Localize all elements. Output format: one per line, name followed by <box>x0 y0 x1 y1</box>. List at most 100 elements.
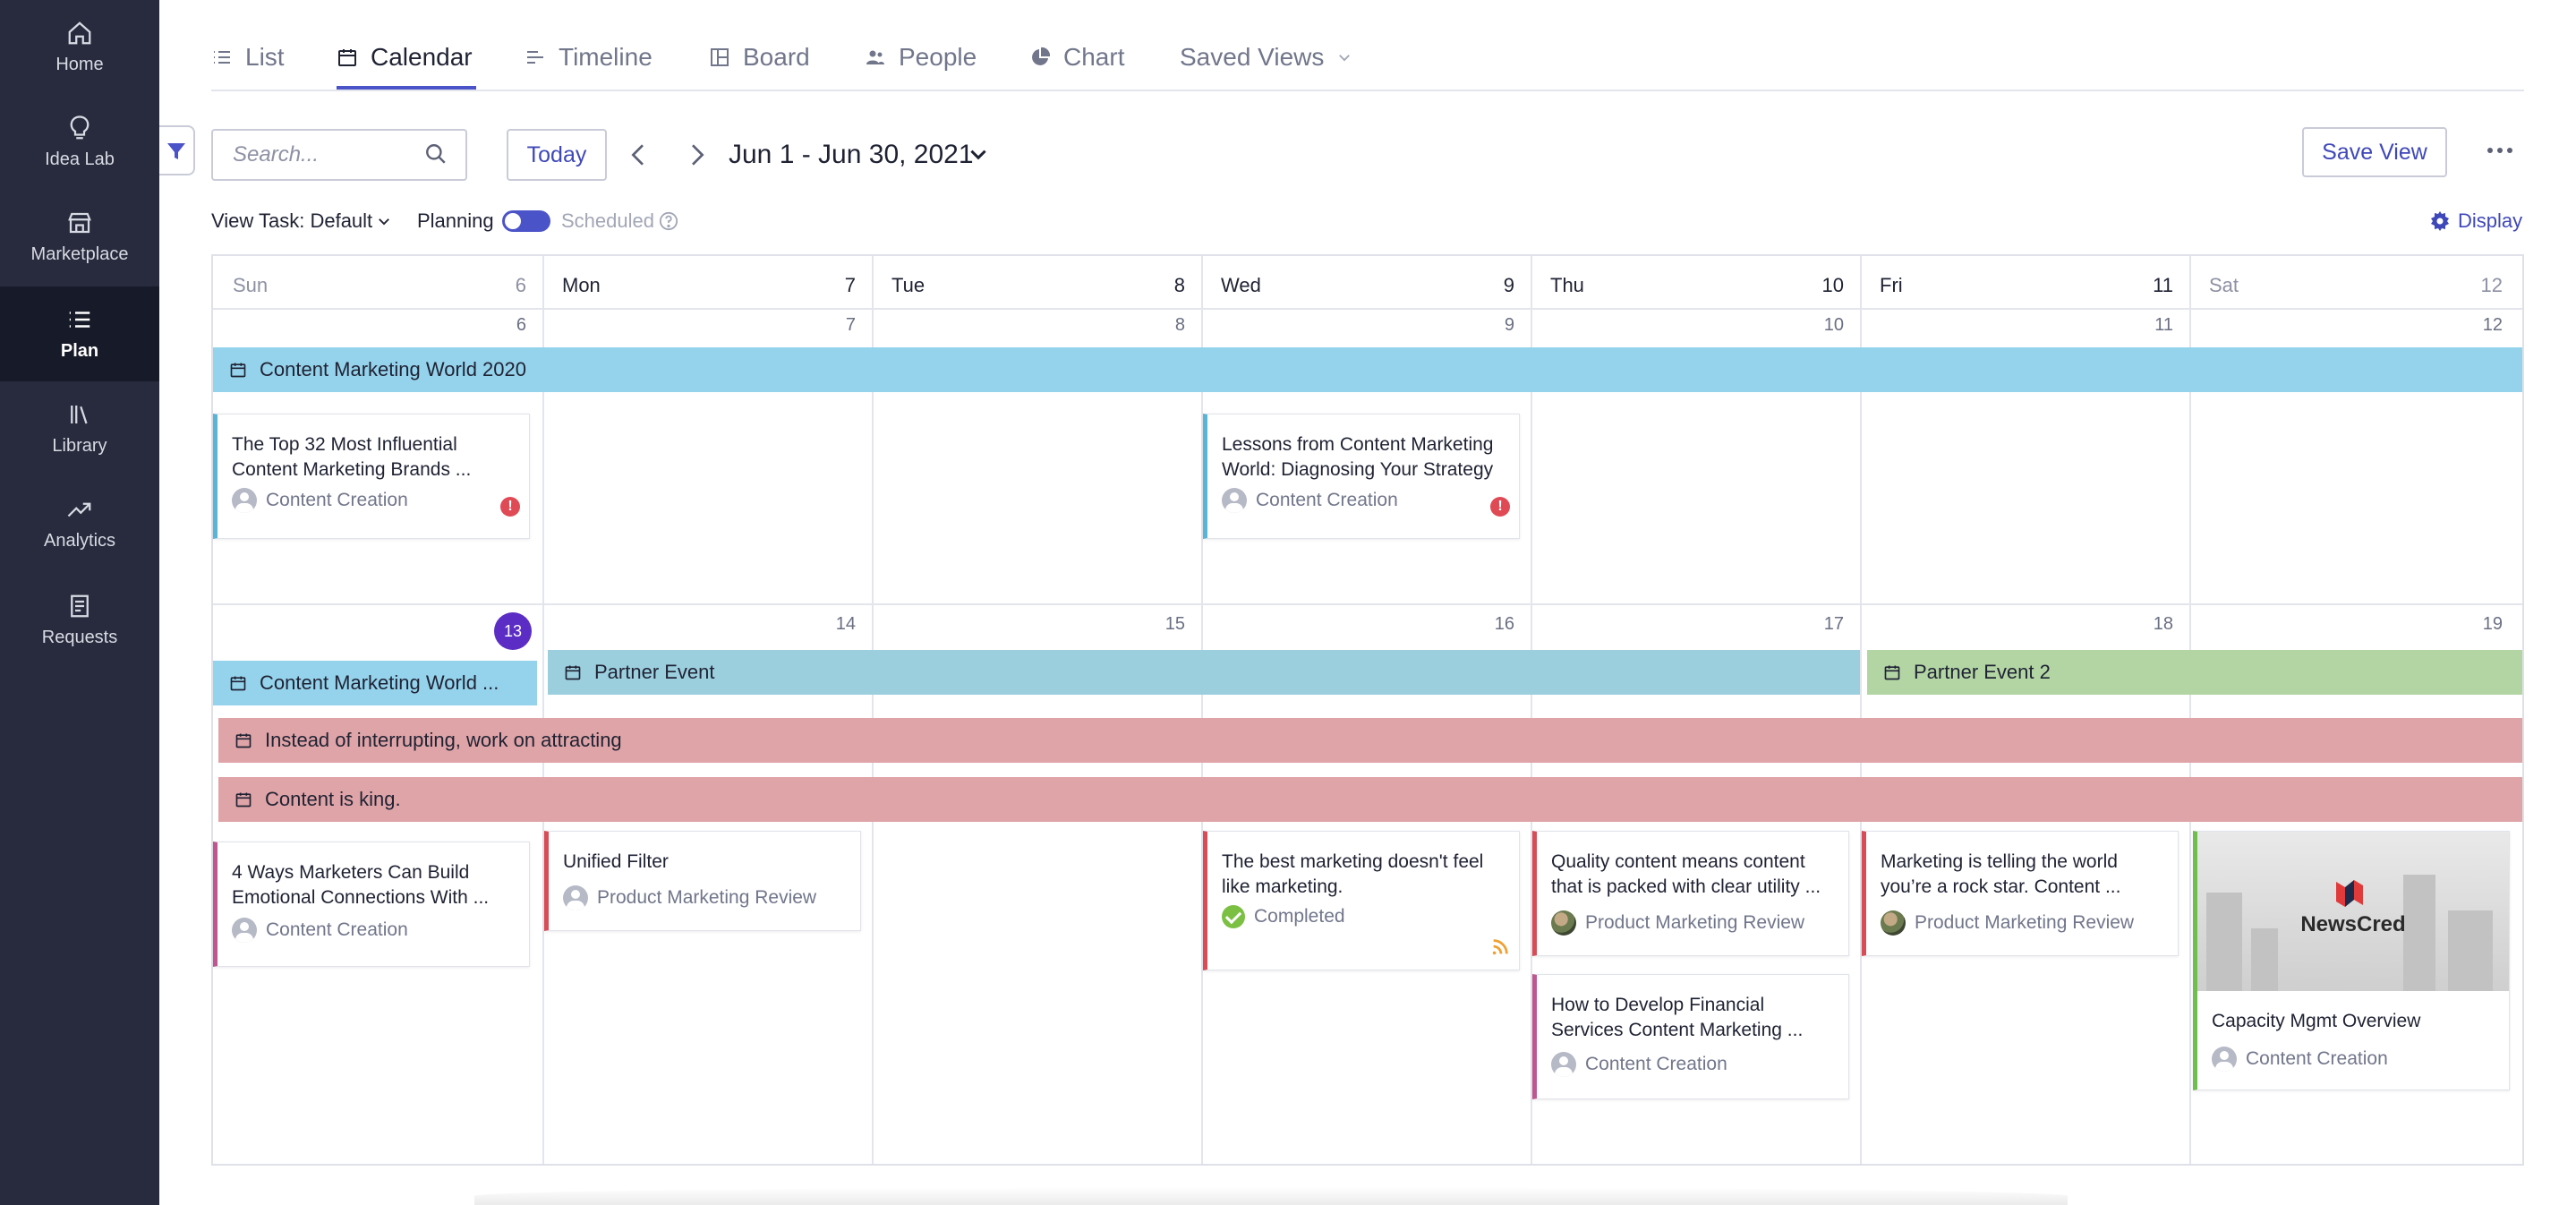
sidebar-item-plan[interactable]: Plan <box>0 286 159 381</box>
sidebar-item-label: Library <box>52 436 107 456</box>
sidebar-item-requests[interactable]: Requests <box>0 573 159 668</box>
content-card[interactable]: How to Develop Financial Services Conten… <box>1532 974 1849 1099</box>
view-task-dropdown[interactable]: View Task: Default <box>211 209 373 232</box>
content-card[interactable]: Unified Filter Product Marketing Review <box>544 831 861 931</box>
calendar-icon <box>565 665 581 680</box>
library-icon <box>71 406 88 424</box>
today-button[interactable]: Today <box>507 129 607 181</box>
next-arrow-icon[interactable] <box>682 141 711 169</box>
tabs-divider <box>211 90 2524 91</box>
pie-chart-icon <box>1032 47 1051 65</box>
card-subtitle: Content Creation <box>232 918 408 943</box>
event-title: Instead of interrupting, work on attract… <box>265 729 622 751</box>
content-card[interactable]: 4 Ways Marketers Can Build Emotional Con… <box>213 842 530 967</box>
document-icon <box>71 594 89 618</box>
sidebar-item-idea-lab[interactable]: Idea Lab <box>0 95 159 190</box>
alert-icon: ! <box>1490 497 1510 517</box>
day-header-fri: Fri <box>1880 274 1903 296</box>
tab-people[interactable]: People <box>865 39 977 75</box>
tab-label: People <box>899 43 977 71</box>
store-icon <box>68 212 91 234</box>
tab-list[interactable]: List <box>211 39 285 75</box>
content-card[interactable]: Lessons from Content Marketing World: Di… <box>1203 414 1520 539</box>
display-label: Display <box>2458 209 2523 232</box>
day-number: 16 <box>1494 614 1514 634</box>
card-status: Product Marketing Review <box>1915 912 2135 933</box>
building-shape <box>2251 928 2278 991</box>
people-icon <box>866 50 884 64</box>
display-button[interactable]: Display <box>2429 209 2522 233</box>
day-number: 18 <box>2153 614 2173 634</box>
content-card[interactable]: Marketing is telling the world you’re a … <box>1862 831 2179 956</box>
sidebar-item-label: Analytics <box>43 531 116 551</box>
alert-icon: ! <box>500 497 520 517</box>
day-header-num: 12 <box>2480 274 2503 296</box>
help-icon[interactable] <box>659 211 678 231</box>
tab-saved-views[interactable]: Saved Views <box>1180 39 1352 75</box>
column-divider <box>542 256 544 1164</box>
day-header-wed: Wed <box>1221 274 1261 296</box>
sidebar-item-home[interactable]: Home <box>0 0 159 95</box>
day-number: 17 <box>1823 614 1844 634</box>
event-title: Content is king. <box>265 788 401 810</box>
card-status: Content Creation <box>2246 1048 2388 1069</box>
tab-timeline[interactable]: Timeline <box>525 39 653 75</box>
content-card[interactable]: The Top 32 Most Influential Content Mark… <box>213 414 530 539</box>
calendar-icon <box>230 676 246 691</box>
chevron-down-icon[interactable] <box>376 213 392 229</box>
day-header-sat: Sat <box>2209 274 2239 296</box>
content-card[interactable]: Quality content means content that is pa… <box>1532 831 1849 956</box>
avatar <box>2212 1047 2237 1072</box>
filter-button[interactable] <box>159 125 195 175</box>
newscred-logo-text: NewsCred <box>2300 912 2406 936</box>
content-card[interactable]: NewsCred Capacity Mgmt Overview Content … <box>2193 831 2510 1090</box>
date-range-label[interactable]: Jun 1 - Jun 30, 2021 <box>729 140 974 169</box>
building-shape <box>2403 875 2435 991</box>
event-bar[interactable]: Instead of interrupting, work on attract… <box>218 718 2522 763</box>
avatar <box>232 488 257 513</box>
tab-label: List <box>245 43 285 71</box>
calendar-icon <box>235 733 252 748</box>
previous-arrow-icon[interactable] <box>625 141 653 169</box>
gear-icon <box>2431 211 2449 231</box>
list-icon <box>214 51 230 64</box>
content-card[interactable]: The best marketing doesn't feel like mar… <box>1203 831 1520 970</box>
day-number: 14 <box>835 614 856 634</box>
sidebar-item-label: Requests <box>41 628 118 647</box>
event-title: Content Marketing World 2020 <box>260 358 526 380</box>
day-number: 12 <box>2482 315 2503 335</box>
tab-chart[interactable]: Chart <box>1029 39 1124 75</box>
sidebar-item-analytics[interactable]: Analytics <box>0 476 159 571</box>
avatar <box>232 918 257 943</box>
search-icon[interactable] <box>424 142 448 166</box>
card-status: Product Marketing Review <box>1585 912 1805 933</box>
planning-scheduled-toggle[interactable] <box>502 210 550 232</box>
card-title: The best marketing doesn't feel like mar… <box>1222 851 1484 897</box>
tab-calendar[interactable]: Calendar <box>337 39 473 75</box>
calendar-icon <box>230 363 246 378</box>
tab-board[interactable]: Board <box>709 39 810 75</box>
chevron-down-icon[interactable] <box>967 143 990 167</box>
event-bar[interactable]: Content is king. <box>218 777 2522 822</box>
event-bar[interactable]: Content Marketing World ... <box>213 661 537 705</box>
column-divider <box>2189 256 2191 1164</box>
avatar <box>1551 910 1576 936</box>
day-header-num: 10 <box>1821 274 1844 296</box>
today-day-number[interactable]: 13 <box>494 612 532 650</box>
event-bar[interactable]: Partner Event <box>548 650 1860 695</box>
sidebar-item-marketplace[interactable]: Marketplace <box>0 190 159 285</box>
day-header-mon: Mon <box>562 274 601 296</box>
sidebar-item-label: Idea Lab <box>45 150 115 169</box>
search-input[interactable] <box>211 129 467 181</box>
card-title: 4 Ways Marketers Can Build Emotional Con… <box>232 862 490 908</box>
sidebar-item-library[interactable]: Library <box>0 381 159 476</box>
more-options-icon[interactable] <box>2485 140 2515 161</box>
tab-label: Saved Views <box>1180 43 1325 71</box>
event-bar[interactable]: Content Marketing World 2020 <box>213 347 2522 392</box>
building-shape <box>2448 910 2493 991</box>
avatar <box>1222 488 1247 513</box>
save-view-button[interactable]: Save View <box>2302 127 2447 177</box>
toggle-knob <box>505 213 521 229</box>
card-title: The Top 32 Most Influential Content Mark… <box>232 434 472 480</box>
event-bar[interactable]: Partner Event 2 <box>1867 650 2522 695</box>
